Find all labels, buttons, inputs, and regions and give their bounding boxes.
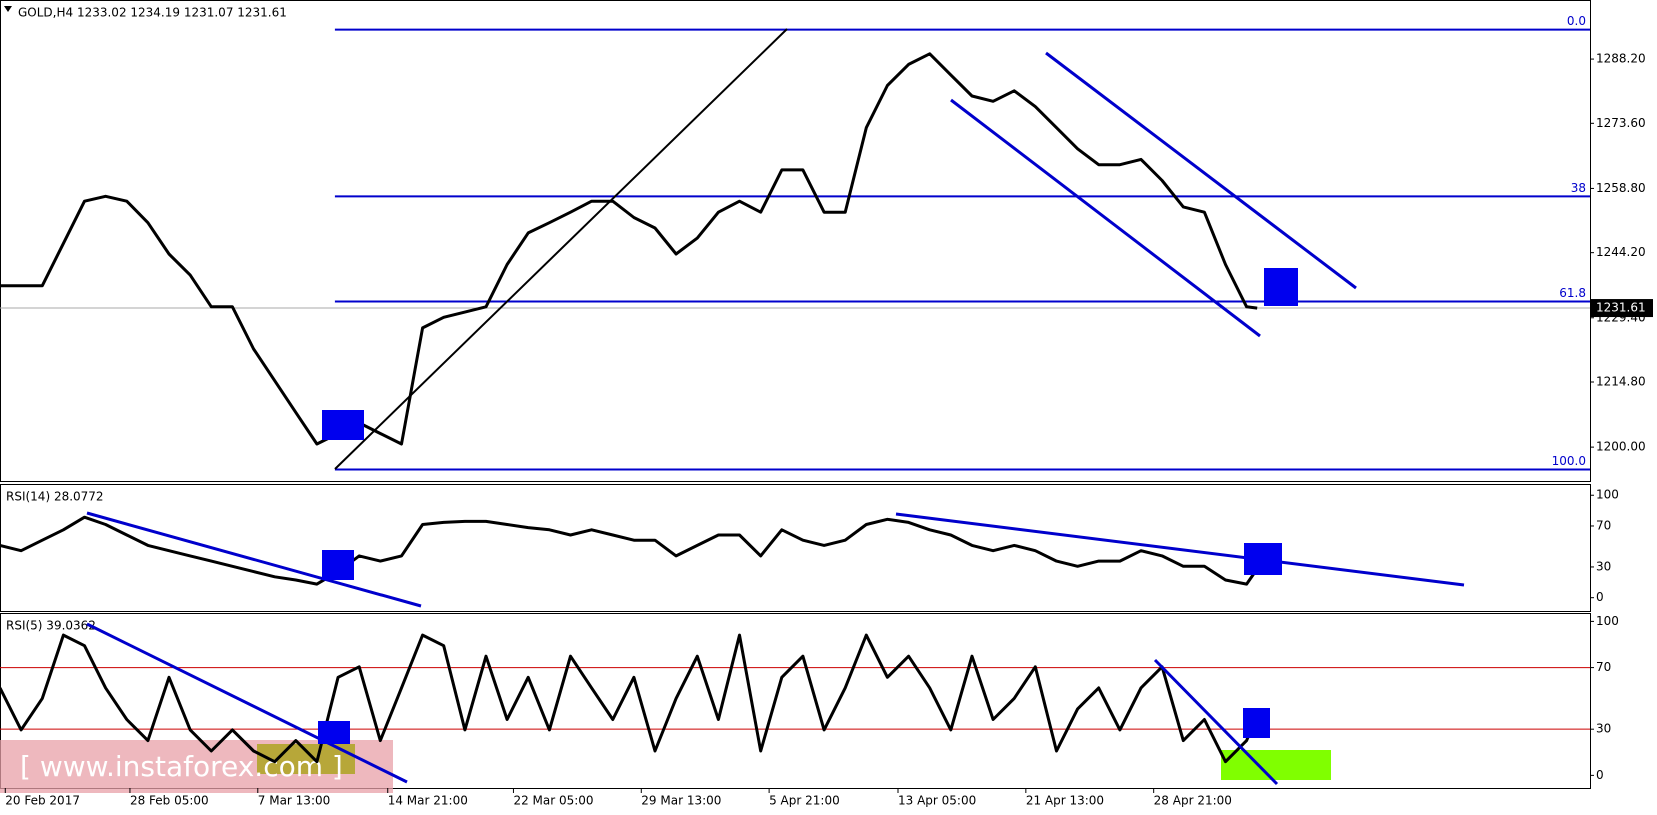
y-tick-label: 1288.20 (1596, 52, 1646, 66)
fib-label: 61.8 (1559, 286, 1586, 300)
y-tick-label: 1214.80 (1596, 375, 1646, 389)
x-tick-label: 13 Apr 05:00 (898, 794, 976, 808)
markers (318, 268, 1298, 744)
rsi14-panel-frame (0, 484, 1591, 612)
x-tick-label: 7 Mar 13:00 (258, 794, 331, 808)
annotations (86, 28, 1465, 786)
main-panel-frame (0, 0, 1591, 482)
trend-line (950, 98, 1261, 338)
chart-title: GOLD,H4 1233.02 1234.19 1231.07 1231.61 (18, 6, 287, 20)
trend-line (1153, 658, 1279, 786)
data-line (0, 515, 1259, 586)
plots: GOLD,H4 1233.02 1234.19 1231.07 1231.61 1… (0, 6, 1653, 808)
y-tick-label: 30 (1596, 559, 1611, 573)
x-tick-label: 28 Feb 05:00 (130, 794, 209, 808)
x-tick-label: 5 Apr 21:00 (769, 794, 840, 808)
trend-line (86, 511, 422, 608)
marker (1243, 708, 1270, 738)
y-tick-label: 1273.60 (1596, 116, 1646, 130)
fib-label: 0.0 (1567, 14, 1586, 28)
marker (322, 410, 364, 440)
menu-arrow (4, 6, 12, 12)
panel-title: RSI(14) 28.0772 (6, 490, 104, 504)
y-tick-label: 1258.80 (1596, 181, 1646, 195)
y-tick-label: 70 (1596, 518, 1611, 532)
x-tick-label: 20 Feb 2017 (5, 794, 80, 808)
y-tick-label: 70 (1596, 660, 1611, 674)
fib-label: 38 (1571, 181, 1586, 195)
last-price-label: 1231.61 (1596, 301, 1646, 315)
x-tick-label: 14 Mar 21:00 (388, 794, 468, 808)
watermark: [ www.instaforex.com ] (20, 750, 343, 783)
fib-label: 100.0 (1552, 454, 1586, 468)
trend-line (895, 512, 1465, 587)
y-tick-label: 0 (1596, 768, 1604, 782)
panel-title: RSI(5) 39.0362 (6, 619, 96, 633)
zone-box (1221, 750, 1331, 780)
y-tick-label: 1200.00 (1596, 440, 1646, 454)
rsi5-panel-frame (0, 613, 1591, 789)
x-tick-label: 29 Mar 13:00 (641, 794, 721, 808)
trend-line (334, 28, 788, 470)
marker (318, 721, 350, 744)
trend-line (1045, 51, 1357, 290)
last-price-box (1591, 299, 1653, 318)
y-tick-label: 100 (1596, 488, 1619, 502)
y-tick-label: 0 (1596, 590, 1604, 604)
trend-line (86, 622, 408, 784)
y-tick-label: 100 (1596, 614, 1619, 628)
x-tick-label: 22 Mar 05:00 (513, 794, 593, 808)
y-tick-label: 1244.20 (1596, 245, 1646, 259)
data-line (0, 52, 1258, 446)
marker (1264, 268, 1298, 306)
x-tick-label: 21 Apr 13:00 (1026, 794, 1104, 808)
data-line (0, 633, 1259, 764)
x-tick-label: 28 Apr 21:00 (1154, 794, 1232, 808)
marker (1244, 543, 1282, 575)
marker (322, 550, 354, 580)
y-tick-label: 30 (1596, 722, 1611, 736)
